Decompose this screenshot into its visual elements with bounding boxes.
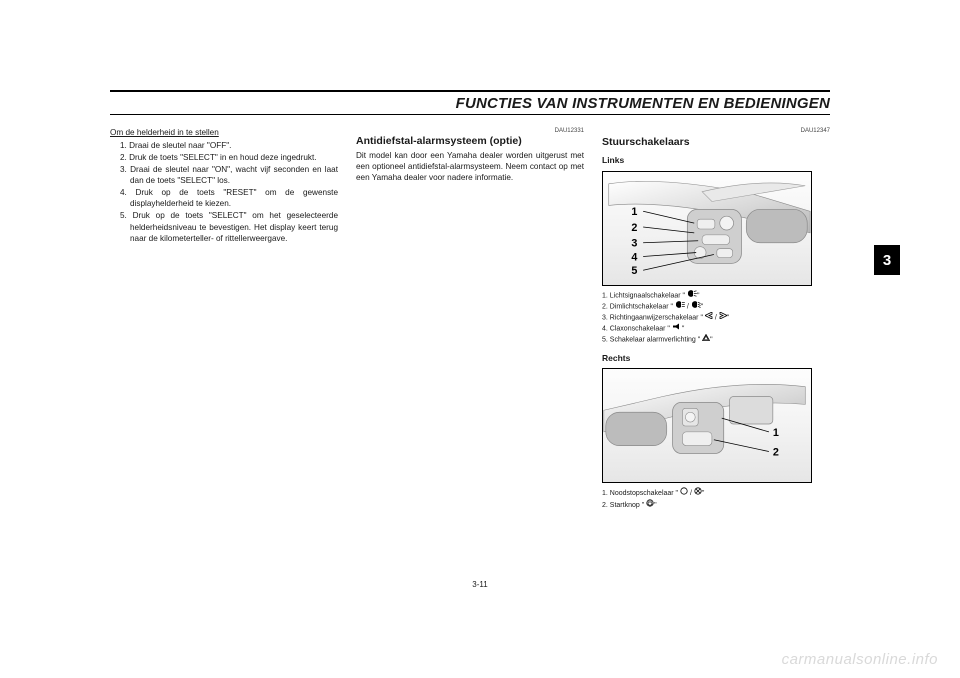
col-switches: DAU12347 Stuurschakelaars Links [602,127,830,519]
callout: 1 [631,206,637,218]
watermark: carmanualsonline.info [782,651,938,668]
ref-code: DAU12347 [602,127,830,135]
right-switch-svg: 1 2 [603,369,811,482]
page: FUNCTIES VAN INSTRUMENTEN EN BEDIENINGEN… [110,90,830,519]
callout: 4 [631,251,637,263]
left-switch-svg: 1 2 3 4 5 [603,172,811,285]
col-brightness: Om de helderheid in te stellen 1. Draai … [110,127,338,519]
highbeam-icon [675,301,685,312]
left-captions: 1. Lichtsignaalschakelaar " " 2. Dimlich… [602,290,830,345]
pass-icon [687,290,697,301]
illustration-right: 1 2 [602,368,812,483]
right-captions: 1. Noodstopschakelaar " / " 2. Startknop… [602,487,830,511]
list-item: 4. Druk op de toets "RESET" om de gewens… [120,187,338,209]
start-icon [646,499,654,511]
col1-list: 1. Draai de sleutel naar "OFF". 2. Druk … [110,140,338,244]
callout: 2 [631,222,637,234]
left-label: Links [602,155,830,166]
col3-title: Stuurschakelaars [602,135,830,149]
col-antitheft: DAU12331 Antidiefstal-alarmsysteem (opti… [356,127,584,519]
illustration-left: 1 2 3 4 5 [602,171,812,286]
page-title: FUNCTIES VAN INSTRUMENTEN EN BEDIENINGEN [110,95,830,112]
run-icon [680,487,688,499]
right-label: Rechts [602,353,830,364]
caption-item: 1. Lichtsignaalschakelaar " " [602,290,830,301]
col2-body: Dit model kan door een Yamaha dealer wor… [356,150,584,183]
caption-item: 5. Schakelaar alarmverlichting " " [602,334,830,345]
col2-title: Antidiefstal-alarmsysteem (optie) [356,135,584,148]
hazard-icon [702,334,710,345]
turn-left-icon [705,312,713,323]
horn-icon [672,323,682,334]
callout: 5 [631,265,637,277]
section-header: FUNCTIES VAN INSTRUMENTEN EN BEDIENINGEN [110,90,830,115]
page-number: 3-11 [0,580,960,589]
caption-item: 2. Dimlichtschakelaar " / " [602,301,830,312]
lowbeam-icon [691,301,701,312]
chapter-tab: 3 [874,245,900,275]
turn-right-icon [719,312,727,323]
caption-item: 3. Richtingaanwijzerschakelaar " / " [602,312,830,323]
tab-number: 3 [883,252,891,269]
columns: Om de helderheid in te stellen 1. Draai … [110,127,830,519]
callout: 2 [773,447,779,459]
caption-item: 4. Claxonschakelaar " " [602,323,830,334]
stop-icon [694,487,702,499]
list-item: 1. Draai de sleutel naar "OFF". [120,140,338,151]
list-item: 2. Druk de toets "SELECT" in en houd dez… [120,152,338,163]
caption-item: 2. Startknop " " [602,499,830,511]
callout: 3 [631,237,637,249]
list-item: 5. Druk op de toets "SELECT" om het gese… [120,210,338,243]
list-item: 3. Draai de sleutel naar "ON", wacht vij… [120,164,338,186]
ref-code: DAU12331 [356,127,584,135]
callout: 1 [773,427,779,439]
caption-item: 1. Noodstopschakelaar " / " [602,487,830,499]
col1-heading: Om de helderheid in te stellen [110,127,338,138]
